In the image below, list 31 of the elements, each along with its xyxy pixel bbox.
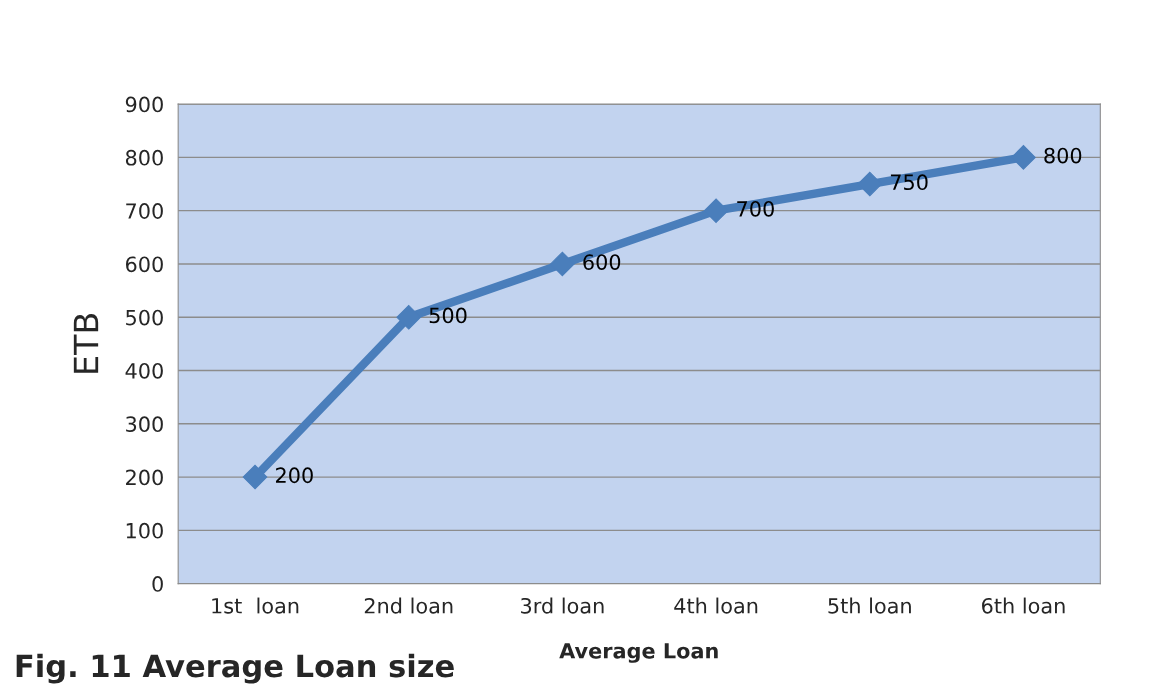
x-tick-label: 1st loan <box>212 597 299 614</box>
x-tick-label: 4th loan <box>674 597 758 614</box>
x-tick-label: 3rd loan <box>521 597 604 614</box>
y-tick-label: 700 <box>126 203 163 219</box>
data-label: 600 <box>583 254 621 270</box>
x-tick-label: 6th loan <box>982 597 1065 614</box>
y-axis-title: ETB <box>73 314 99 373</box>
y-tick-label: 0 <box>152 576 163 592</box>
y-tick-label: 400 <box>125 362 163 379</box>
data-label: 700 <box>737 200 774 217</box>
data-label: 200 <box>275 467 313 484</box>
point <box>550 251 575 277</box>
x-tick-label: 2nd loan <box>364 597 453 614</box>
data-label: 750 <box>890 174 928 191</box>
caption: Fig. 11 Average Loan size <box>16 653 454 684</box>
point <box>857 171 883 197</box>
data-label: 500 <box>429 307 467 324</box>
y-tick-label: 800 <box>125 149 163 166</box>
y-tick-label: 100 <box>126 522 163 539</box>
y-tick-label: 900 <box>125 96 163 113</box>
x-tick-label: 5th loan <box>828 597 911 614</box>
y-tick-label: 600 <box>125 256 163 273</box>
y-tick-label: 200 <box>126 469 163 486</box>
data-label: 800 <box>1044 147 1082 164</box>
point <box>703 198 729 223</box>
point <box>1011 145 1036 170</box>
point <box>396 304 422 330</box>
x-axis-title: Average Loan <box>559 643 718 663</box>
y-tick-label: 300 <box>126 416 163 433</box>
y-tick-label: 500 <box>126 309 163 326</box>
point <box>242 464 268 490</box>
